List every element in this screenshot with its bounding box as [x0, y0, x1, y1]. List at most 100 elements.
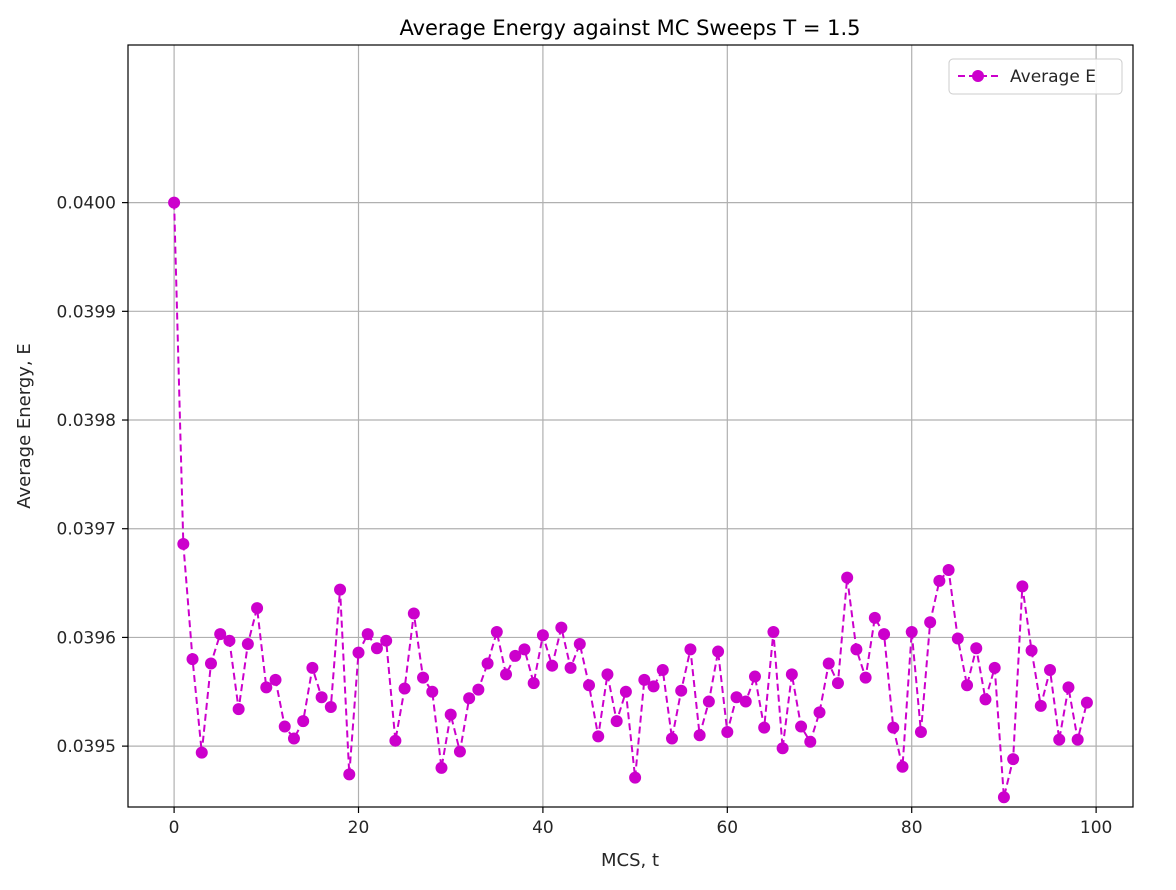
data-point	[324, 700, 337, 713]
data-point	[979, 693, 992, 706]
data-point	[370, 642, 383, 655]
y-tick-label: 0.0399	[57, 302, 116, 322]
x-tick-label: 20	[348, 818, 370, 838]
data-point	[564, 661, 577, 674]
data-point	[389, 734, 402, 747]
data-point	[509, 649, 522, 662]
data-point	[1034, 699, 1047, 712]
data-point	[1016, 580, 1029, 593]
legend-marker-swatch	[972, 70, 984, 82]
data-point	[924, 616, 937, 629]
x-tick-label: 60	[716, 818, 738, 838]
y-tick-label: 0.0400	[57, 194, 116, 214]
data-point	[214, 628, 227, 641]
data-point	[795, 720, 808, 733]
data-point	[463, 692, 476, 705]
data-point	[914, 726, 927, 738]
data-point	[887, 721, 900, 734]
data-point	[610, 715, 623, 728]
legend-label: Average E	[1010, 67, 1096, 87]
data-point	[334, 583, 347, 596]
data-point	[1080, 696, 1093, 709]
plot-frame	[127, 44, 1134, 808]
data-point	[1071, 733, 1084, 746]
data-point	[1053, 733, 1066, 746]
x-tick-label: 100	[1080, 818, 1112, 838]
data-point	[785, 668, 798, 681]
data-point	[555, 621, 568, 634]
data-point	[905, 625, 918, 638]
data-point	[177, 537, 190, 550]
data-point	[730, 691, 743, 704]
data-point	[241, 637, 254, 650]
data-point	[896, 760, 909, 773]
legend-box	[948, 58, 1123, 95]
data-point	[500, 668, 513, 681]
legend: Average E	[948, 58, 1123, 95]
data-point	[1062, 681, 1075, 694]
data-point	[1007, 753, 1020, 766]
data-point	[831, 677, 844, 690]
data-point	[656, 664, 669, 677]
data-point	[481, 657, 494, 670]
data-point	[453, 745, 466, 758]
data-point	[444, 708, 457, 721]
data-point	[767, 625, 780, 638]
data-point	[232, 703, 245, 716]
x-tick-label: 80	[901, 818, 923, 838]
data-point	[278, 720, 291, 733]
data-point	[601, 668, 614, 681]
data-point	[195, 746, 208, 759]
data-point	[297, 715, 310, 728]
data-point	[435, 761, 448, 774]
data-point	[970, 642, 983, 655]
y-axis-label: Average Energy, E	[14, 343, 35, 508]
data-point	[260, 681, 273, 694]
data-point	[647, 680, 660, 693]
data-point	[997, 791, 1010, 804]
data-point	[417, 671, 430, 684]
data-point	[758, 721, 771, 734]
data-point	[619, 685, 632, 698]
data-point	[1025, 644, 1038, 657]
data-point	[850, 643, 863, 656]
y-tick-label: 0.0397	[57, 520, 116, 540]
data-point	[343, 768, 356, 781]
data-point	[951, 632, 964, 645]
chart-title: Average Energy against MC Sweeps T = 1.5	[399, 16, 860, 40]
data-point	[942, 564, 955, 577]
data-point	[490, 625, 503, 638]
data-point	[204, 657, 217, 670]
data-point	[223, 634, 236, 647]
data-point	[407, 607, 420, 620]
data-point	[352, 646, 365, 659]
data-point	[813, 706, 826, 719]
data-point	[859, 671, 872, 684]
data-point	[583, 679, 596, 692]
y-tick-label: 0.0398	[57, 411, 116, 431]
data-point	[841, 571, 854, 584]
data-point	[684, 643, 697, 656]
data-point	[186, 653, 199, 666]
data-point	[822, 657, 835, 670]
data-point	[546, 659, 559, 672]
data-point	[868, 611, 881, 624]
data-point	[269, 673, 282, 686]
series-line	[173, 202, 1088, 798]
x-axis-label: MCS, t	[601, 850, 659, 871]
x-axis-ticks: 0 20 40 60 80 100	[169, 807, 1112, 838]
y-tick-label: 0.0396	[57, 628, 116, 648]
data-point	[988, 661, 1001, 674]
data-point	[472, 683, 485, 696]
data-point	[306, 661, 319, 674]
data-point	[675, 684, 688, 697]
grid-lines	[128, 45, 1133, 807]
data-point	[721, 726, 734, 738]
data-point	[168, 196, 181, 209]
data-point	[961, 679, 974, 692]
data-point	[693, 729, 706, 742]
data-point	[527, 677, 540, 690]
data-point	[933, 574, 946, 587]
data-point	[665, 732, 678, 745]
